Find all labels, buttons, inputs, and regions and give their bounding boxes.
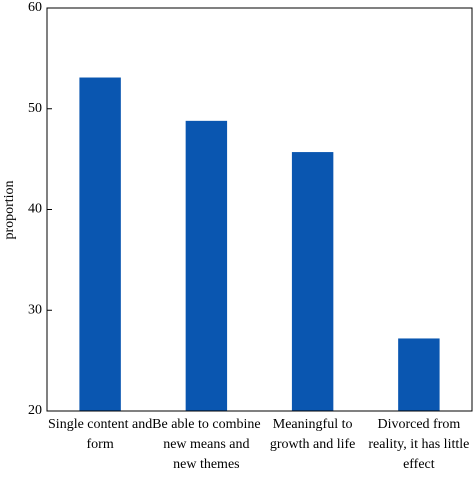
y-tick-label: 20 bbox=[28, 403, 42, 418]
x-tick-label: Meaningful to growth and life bbox=[269, 417, 356, 452]
x-tick-label: Single content and form bbox=[48, 417, 153, 452]
plot-frame bbox=[46, 7, 473, 412]
bar bbox=[291, 152, 334, 411]
x-tick-group: Meaningful to growth and life bbox=[269, 417, 356, 452]
bar bbox=[185, 120, 228, 411]
y-axis-label: proportion bbox=[2, 180, 17, 239]
y-tick-label: 40 bbox=[28, 202, 42, 217]
x-tick-label: Be able to combine new means and new the… bbox=[152, 417, 261, 472]
x-tick-label: Divorced from reality, it has little eff… bbox=[368, 417, 470, 472]
x-tick-group: Single content and form bbox=[48, 417, 153, 452]
bar bbox=[79, 77, 121, 411]
x-tick-group: Be able to combine new means and new the… bbox=[152, 417, 261, 472]
y-tick-label: 30 bbox=[28, 302, 42, 317]
x-tick-group: Divorced from reality, it has little eff… bbox=[368, 417, 470, 472]
y-tick-label: 60 bbox=[28, 0, 42, 15]
bar bbox=[398, 338, 440, 411]
y-tick-label: 50 bbox=[28, 101, 42, 116]
